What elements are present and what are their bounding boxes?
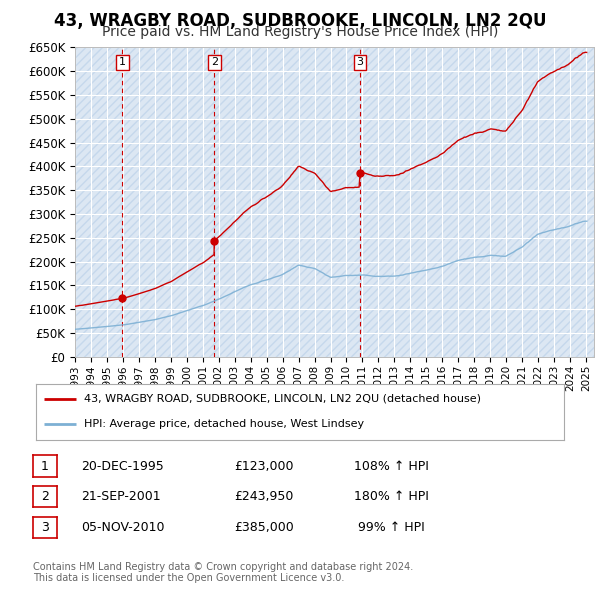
Text: 3: 3 — [356, 57, 364, 67]
Text: 180% ↑ HPI: 180% ↑ HPI — [354, 490, 429, 503]
Text: 1: 1 — [119, 57, 126, 67]
Text: £243,950: £243,950 — [234, 490, 293, 503]
Text: 21-SEP-2001: 21-SEP-2001 — [81, 490, 161, 503]
Text: 2: 2 — [41, 490, 49, 503]
Text: 3: 3 — [41, 521, 49, 534]
Text: £123,000: £123,000 — [234, 460, 293, 473]
Text: 1: 1 — [41, 460, 49, 473]
Text: 108% ↑ HPI: 108% ↑ HPI — [354, 460, 429, 473]
Text: 20-DEC-1995: 20-DEC-1995 — [81, 460, 164, 473]
Text: Contains HM Land Registry data © Crown copyright and database right 2024.
This d: Contains HM Land Registry data © Crown c… — [33, 562, 413, 584]
Text: £385,000: £385,000 — [234, 521, 294, 534]
Text: Price paid vs. HM Land Registry's House Price Index (HPI): Price paid vs. HM Land Registry's House … — [102, 25, 498, 39]
Text: 43, WRAGBY ROAD, SUDBROOKE, LINCOLN, LN2 2QU (detached house): 43, WRAGBY ROAD, SUDBROOKE, LINCOLN, LN2… — [83, 394, 481, 404]
Text: 43, WRAGBY ROAD, SUDBROOKE, LINCOLN, LN2 2QU: 43, WRAGBY ROAD, SUDBROOKE, LINCOLN, LN2… — [54, 12, 546, 30]
Text: HPI: Average price, detached house, West Lindsey: HPI: Average price, detached house, West… — [83, 419, 364, 430]
Text: 99% ↑ HPI: 99% ↑ HPI — [354, 521, 425, 534]
Text: 2: 2 — [211, 57, 218, 67]
Text: 05-NOV-2010: 05-NOV-2010 — [81, 521, 164, 534]
